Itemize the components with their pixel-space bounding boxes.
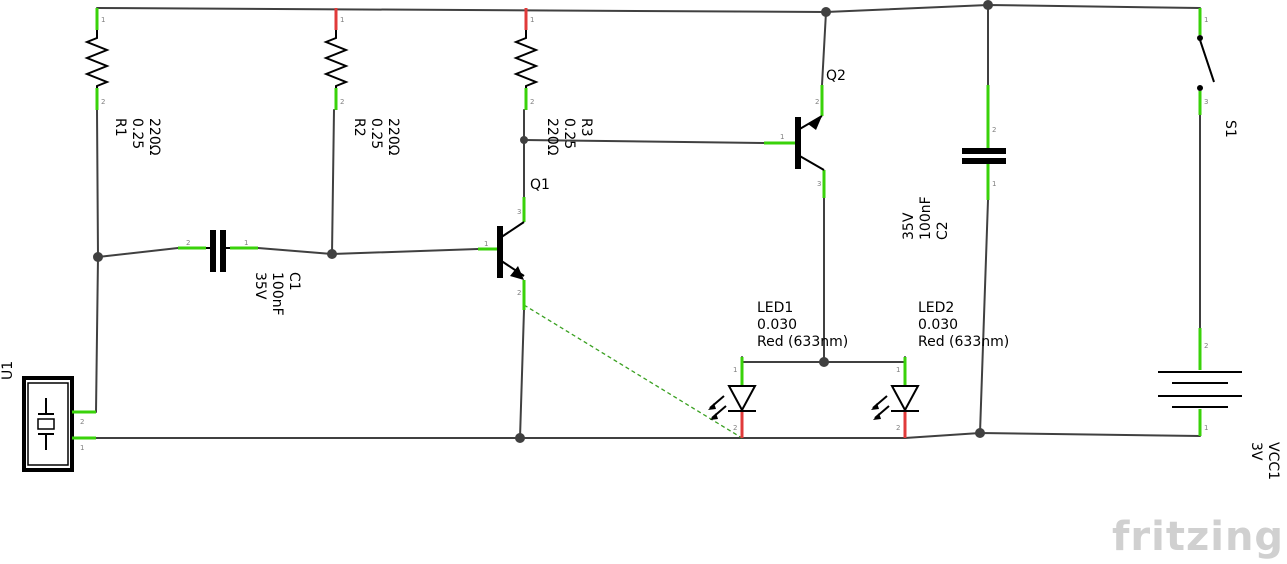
capacitor-c2[interactable]: 2 1 C2 100nF 35V	[901, 85, 1006, 240]
led2-color: Red (633nm)	[918, 334, 1009, 350]
transistor-q2[interactable]: 1 2 3 Q2	[764, 68, 846, 198]
crystal-u1[interactable]: 2 1 U1	[0, 361, 96, 472]
battery-vcc1[interactable]: 2 1 3V VCC1	[1158, 328, 1281, 480]
r1-resistance: 220Ω	[146, 118, 162, 156]
r3-designator: R3	[578, 118, 594, 137]
q2-designator: Q2	[826, 68, 846, 84]
pin-number: 1	[780, 133, 784, 141]
r1-power: 0.25	[129, 118, 145, 149]
transistor-q1[interactable]: 1 3 2 Q1	[478, 177, 550, 310]
pin-number: 2	[340, 98, 344, 106]
led1-current: 0.030	[757, 317, 797, 333]
pin-number: 2	[815, 98, 819, 106]
q1-designator: Q1	[530, 177, 550, 193]
r2-designator: R2	[351, 118, 367, 137]
pin-number: 1	[101, 16, 105, 24]
c1-capacitance: 100nF	[269, 272, 285, 316]
junctions	[93, 0, 993, 443]
wire-top-rail[interactable]	[96, 3, 1201, 14]
led1-designator: LED1	[757, 300, 793, 316]
junction-dot	[327, 249, 337, 259]
wire-q2-top[interactable]	[821, 11, 827, 86]
pin-number: 3	[1204, 98, 1208, 106]
junction-dot	[975, 428, 985, 438]
resistor-r2[interactable]: 1 2 R2 0.25 220Ω	[323, 8, 401, 156]
wire-r2-to-node[interactable]	[331, 109, 335, 255]
c2-capacitance: 100nF	[918, 196, 934, 240]
wire-r3-to-q2-base[interactable]	[523, 139, 765, 144]
r3-resistance: 220Ω	[544, 118, 560, 156]
junction-dot	[515, 433, 525, 443]
pin-number: 1	[1204, 16, 1208, 24]
c1-voltage: 35V	[252, 272, 268, 300]
pin-number: 2	[517, 289, 521, 297]
pin-number: 1	[484, 240, 488, 248]
r2-resistance: 220Ω	[385, 118, 401, 156]
c2-designator: C2	[935, 221, 951, 240]
r3-power: 0.25	[561, 118, 577, 149]
wire-ground-rail[interactable]	[95, 431, 1201, 439]
led-led2[interactable]: 1 2 LED2 0.030 Red (633nm)	[871, 300, 1009, 438]
led2-current: 0.030	[918, 317, 958, 333]
resistor-r3[interactable]: 1 2 R3 0.25 220Ω	[513, 8, 594, 156]
ratsnest-q1-to-led1[interactable]	[523, 304, 743, 439]
wires	[95, 3, 1201, 439]
junction-dot	[819, 357, 829, 367]
wire-c2-bottom[interactable]	[979, 199, 989, 434]
pin-number: 1	[896, 366, 900, 374]
resistor-r1[interactable]: 1 2 R1 0.25 220Ω	[84, 8, 162, 156]
pin-number: 2	[1204, 342, 1208, 350]
pin-number: 2	[186, 239, 190, 247]
pin-number: 2	[992, 126, 996, 134]
led2-designator: LED2	[918, 300, 954, 316]
r2-power: 0.25	[368, 118, 384, 149]
junction-dot	[520, 136, 528, 144]
pin-number: 2	[101, 98, 105, 106]
wire-q1-emitter-to-ground[interactable]	[519, 309, 525, 439]
pin-number: 1	[340, 16, 344, 24]
pin-number: 1	[80, 444, 84, 452]
wire-node-to-c1[interactable]	[97, 247, 179, 258]
pin-number: 1	[992, 180, 996, 188]
pin-number: 2	[530, 98, 534, 106]
u1-designator: U1	[0, 361, 16, 380]
junction-dot	[983, 0, 993, 10]
pin-number: 2	[733, 424, 737, 432]
c1-designator: C1	[286, 272, 302, 291]
c2-voltage: 35V	[901, 212, 917, 240]
wire-c1-to-q1[interactable]	[257, 247, 479, 256]
capacitor-c1[interactable]: 2 1 C1 100nF 35V	[178, 230, 302, 316]
pin-number: 3	[517, 208, 521, 216]
junction-dot	[93, 252, 103, 262]
wire-r1-to-node[interactable]	[96, 109, 99, 258]
pin-number: 1	[1204, 424, 1208, 432]
pin-number: 2	[896, 424, 900, 432]
pin-number: 3	[817, 180, 821, 188]
wire-node-to-u1[interactable]	[95, 256, 99, 413]
vcc1-voltage: 3V	[1248, 442, 1264, 461]
pin-number: 1	[530, 16, 534, 24]
pin-number: 1	[733, 366, 737, 374]
led-led1[interactable]: 1 2 LED1 0.030 Red (633nm)	[708, 300, 848, 438]
vcc1-designator: VCC1	[1265, 442, 1281, 480]
r1-designator: R1	[112, 118, 128, 137]
fritzing-logo: fritzing	[1112, 514, 1284, 560]
junction-dot	[821, 7, 831, 17]
pin-number: 2	[80, 418, 84, 426]
led1-color: Red (633nm)	[757, 334, 848, 350]
s1-designator: S1	[1222, 120, 1238, 138]
pin-number: 1	[244, 239, 248, 247]
switch-s1[interactable]: 1 3 S1	[1197, 8, 1238, 138]
